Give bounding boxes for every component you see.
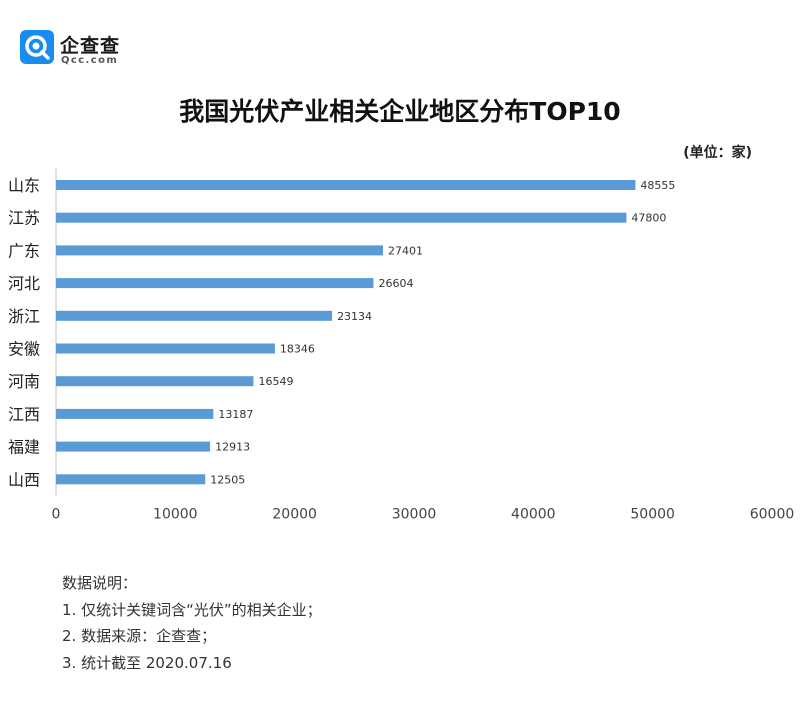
note-item: 2. 数据来源：企查查； <box>62 627 217 645</box>
notes-heading: 数据说明： <box>62 574 138 592</box>
data-label: 26604 <box>378 277 413 290</box>
bar <box>56 180 636 190</box>
chart-title: 我国光伏产业相关企业地区分布TOP10 <box>179 97 621 126</box>
bar <box>56 376 254 387</box>
category-label: 安徽 <box>8 340 40 359</box>
x-tick-label: 10000 <box>153 506 198 522</box>
bar <box>56 310 333 321</box>
bar <box>56 474 206 485</box>
x-tick-label: 0 <box>52 506 61 522</box>
bar <box>56 441 211 452</box>
category-label: 山西 <box>8 470 40 489</box>
note-item: 1. 仅统计关键词含“光伏”的相关企业； <box>62 600 322 619</box>
data-label: 12913 <box>215 441 250 454</box>
data-label: 13187 <box>218 408 253 421</box>
data-label: 48555 <box>640 179 675 192</box>
category-label: 河北 <box>8 274 40 293</box>
bar-chart: 山东 48555 江苏 47800 广东 27401 河北 26604 浙江 23134 安徽 183… <box>8 168 795 522</box>
category-label: 江西 <box>8 405 40 424</box>
category-label: 山东 <box>8 176 40 195</box>
data-notes: 数据说明： 1. 仅统计关键词含“光伏”的相关企业； 2. 数据来源：企查查； … <box>62 570 322 676</box>
x-tick-label: 50000 <box>630 506 675 522</box>
data-label: 18346 <box>280 343 315 356</box>
bar <box>56 245 383 256</box>
data-label: 47800 <box>631 212 666 225</box>
category-label: 福建 <box>8 438 40 457</box>
x-tick-label: 60000 <box>750 506 795 522</box>
category-label: 江苏 <box>8 209 40 228</box>
bar <box>56 408 214 419</box>
brand-domain: Qcc.com <box>61 55 119 66</box>
data-label: 16549 <box>258 375 293 388</box>
x-tick-label: 20000 <box>272 506 317 522</box>
bar <box>56 212 627 223</box>
category-label: 浙江 <box>8 307 40 326</box>
qcc-logo-icon <box>20 30 54 64</box>
brand-name: 企查查 <box>60 35 121 57</box>
brand-logo: 企查查 Qcc.com <box>20 30 130 70</box>
data-label: 12505 <box>210 473 245 486</box>
x-tick-label: 40000 <box>511 506 556 522</box>
bar <box>56 343 275 354</box>
note-item: 3. 统计截至 2020.07.16 <box>62 653 232 672</box>
category-label: 广东 <box>8 241 40 260</box>
data-label: 23134 <box>337 310 372 323</box>
x-tick-label: 30000 <box>392 506 437 522</box>
unit-label: (单位：家) <box>683 145 752 161</box>
data-label: 27401 <box>388 244 423 257</box>
bar <box>56 278 374 289</box>
category-label: 河南 <box>8 372 40 391</box>
